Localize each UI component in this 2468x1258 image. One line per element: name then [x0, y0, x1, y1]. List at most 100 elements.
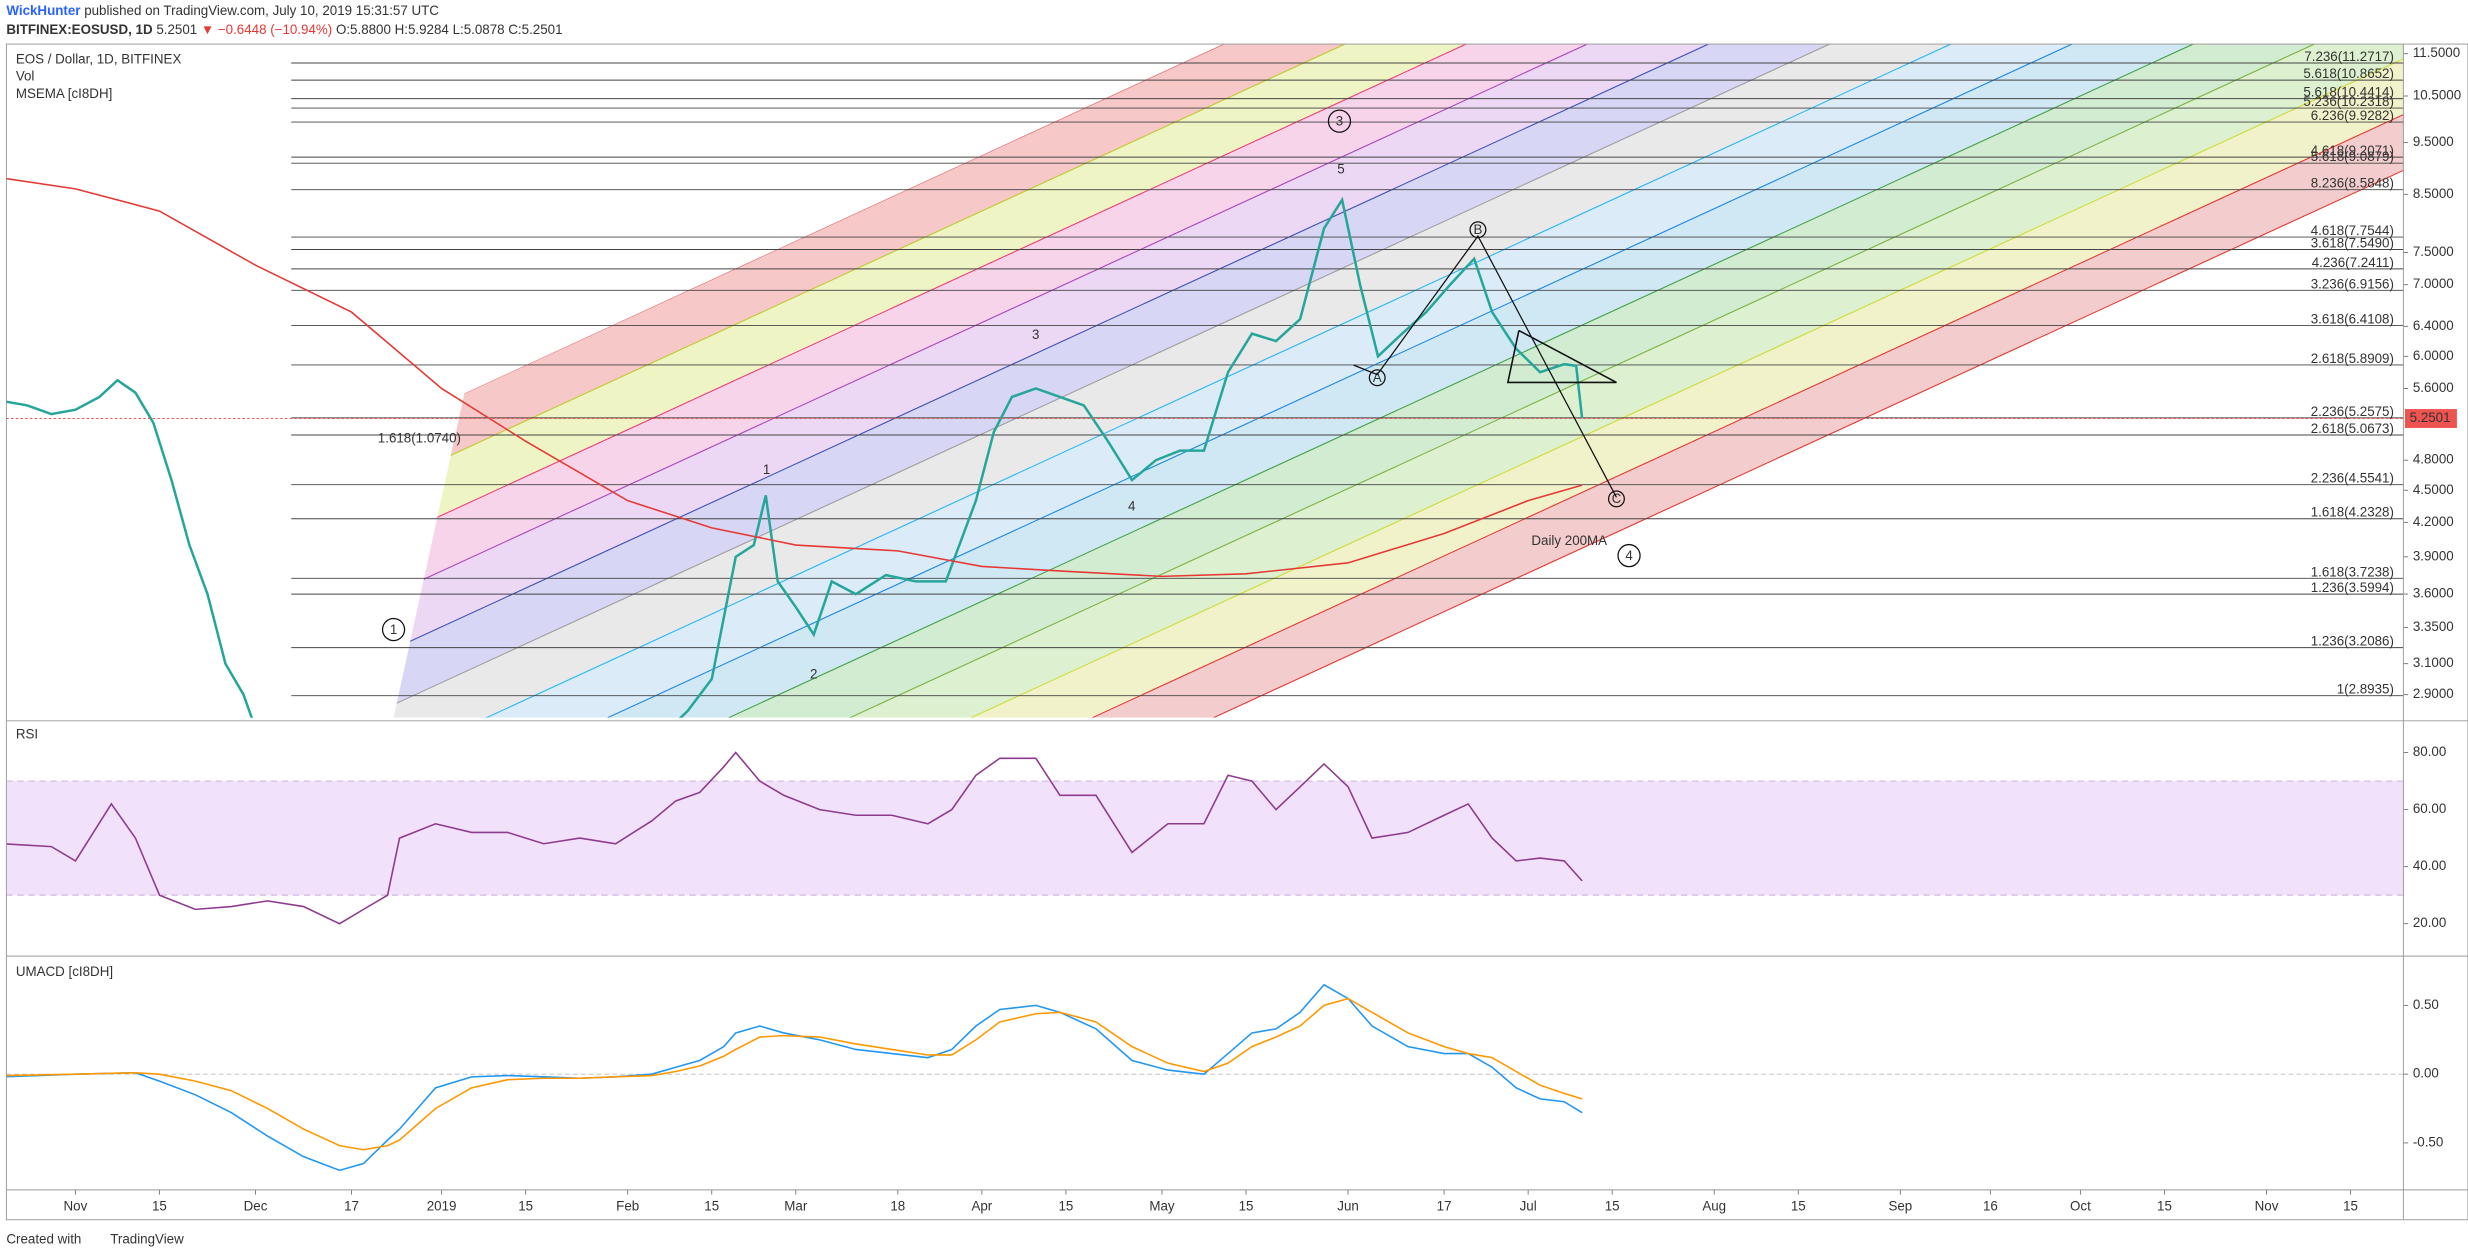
y-tick-label: 0.50	[2413, 997, 2439, 1012]
y-tick-label: -0.50	[2413, 1134, 2443, 1149]
fib-label: 4.618(9.2071)	[2311, 143, 2394, 158]
band	[728, 44, 2315, 718]
x-tick-label: Oct	[2070, 1199, 2091, 1214]
fib-label: 2.618(5.0673)	[2311, 421, 2394, 436]
x-tick-label: Feb	[616, 1199, 639, 1214]
fib-label: 3.618(6.4108)	[2311, 312, 2394, 327]
y-tick-label: 3.3500	[2413, 619, 2454, 634]
series-line	[6, 196, 1584, 718]
band-edge	[1213, 44, 2404, 718]
y-tick-label: 7.5000	[2413, 244, 2454, 259]
series-line	[6, 751, 1583, 925]
band-edge	[849, 44, 2315, 718]
y-tick-label: 6.4000	[2413, 318, 2454, 333]
y-tick-label: 60.00	[2413, 801, 2446, 816]
y-tick-label: 3.9000	[2413, 548, 2454, 563]
x-tick-label: 17	[344, 1199, 359, 1214]
wave-circle	[1327, 109, 1352, 133]
pane-title: RSI	[16, 727, 38, 742]
pane-title: UMACD [cI8DH]	[16, 964, 113, 979]
x-tick-label: 15	[2157, 1199, 2172, 1214]
rsi-band	[6, 781, 2404, 896]
x-tick-label: Jul	[1520, 1199, 1537, 1214]
band	[393, 44, 1467, 718]
y-tick-label: 40.00	[2413, 858, 2446, 873]
fib-label: 1.236(3.2086)	[2311, 634, 2394, 649]
y-tick-label: 3.6000	[2413, 586, 2454, 601]
fib-label: 1(2.8935)	[2337, 682, 2394, 697]
band-edge	[728, 44, 2194, 718]
y-tick-label: 4.2000	[2413, 514, 2454, 529]
band	[849, 44, 2404, 718]
x-tick-label: Apr	[971, 1199, 992, 1214]
fib-label: 5.236(10.2318)	[2303, 94, 2394, 109]
y-tick-label: 9.5000	[2413, 134, 2454, 149]
wave-label: 2	[810, 667, 817, 682]
fib-label: 5.618(9.0879)	[2311, 149, 2394, 164]
band-edge	[393, 44, 1709, 718]
symbol: BITFINEX:EOSUSD, 1D	[6, 21, 153, 36]
triangle	[1506, 329, 1617, 384]
header-line-2: BITFINEX:EOSUSD, 1D 5.2501 ▼ −0.6448 (−1…	[6, 21, 562, 36]
x-tick-label: Mar	[784, 1199, 808, 1214]
series-line	[6, 983, 1583, 1172]
change: ▼ −0.6448 (−10.94%)	[201, 21, 332, 36]
band-edge	[393, 44, 1588, 718]
footer-brand[interactable]: TradingView	[110, 1232, 184, 1247]
fib-label: 1.618(3.7238)	[2311, 564, 2394, 579]
wave-label: 1	[763, 462, 770, 477]
x-tick-label: Nov	[2255, 1199, 2279, 1214]
fib-label: 1.618(4.2328)	[2311, 505, 2394, 520]
series-line	[6, 997, 1583, 1151]
wave-label: B	[1473, 222, 1482, 237]
band-edge	[393, 44, 1830, 718]
fib-label: 2.236(4.5541)	[2311, 471, 2394, 486]
wave-circle	[1617, 543, 1641, 568]
legend-msema: MSEMA [cI8DH]	[16, 86, 113, 101]
wave-label: A	[1373, 370, 1382, 385]
wave-label: 4	[1625, 548, 1633, 563]
band-edge	[1092, 44, 2404, 718]
x-tick-label: 15	[704, 1199, 719, 1214]
footer-created: Created with	[6, 1232, 81, 1247]
y-tick-label: 7.0000	[2413, 276, 2454, 291]
fib-label: 4.618(7.7544)	[2311, 223, 2394, 238]
x-tick-label: 15	[2343, 1199, 2358, 1214]
wave-path	[1353, 234, 1618, 498]
band	[393, 44, 1951, 718]
fib-label: 5.618(10.8652)	[2303, 66, 2394, 81]
wave-label: 1	[390, 622, 397, 637]
series-line	[6, 177, 1583, 578]
y-tick-label: 5.6000	[2413, 380, 2454, 395]
wave-label: 3	[1336, 114, 1343, 129]
ma-annotation: Daily 200MA	[1531, 533, 1607, 548]
band-edge	[393, 44, 1346, 718]
band	[971, 44, 2404, 718]
x-tick-label: 15	[1239, 1199, 1254, 1214]
author[interactable]: WickHunter	[6, 3, 80, 18]
fib-label: 3.236(6.9156)	[2311, 276, 2394, 291]
ohlc: O:5.8800 H:5.9284 L:5.0878 C:5.2501	[336, 21, 563, 36]
y-tick-label: 4.8000	[2413, 452, 2454, 467]
x-tick-label: 15	[1058, 1199, 1073, 1214]
band-edge	[393, 44, 1467, 718]
x-tick-label: Aug	[1702, 1199, 1726, 1214]
legend-vol: Vol	[16, 69, 35, 84]
fib-label: 2.236(5.2575)	[2311, 404, 2394, 419]
chart-layer: 11.5000 10.5000 9.5000 8.5000 7.5000 7.0000 6.…	[6, 45, 2461, 1214]
price: 5.2501	[156, 21, 197, 36]
x-tick-label: 17	[1437, 1199, 1452, 1214]
x-tick-label: Jun	[1337, 1199, 1359, 1214]
fib-annotation: 1.618(1.0740)	[378, 431, 461, 446]
x-tick-label: 15	[518, 1199, 533, 1214]
band-edge	[607, 44, 2073, 718]
x-tick-label: 15	[152, 1199, 167, 1214]
band-edge	[970, 44, 2404, 718]
wave-label: C	[1612, 491, 1622, 506]
x-tick-label: Nov	[64, 1199, 88, 1214]
wave-circle	[381, 617, 406, 642]
y-tick-label: 10.5000	[2413, 88, 2461, 103]
band	[393, 44, 1830, 718]
y-tick-label: 11.5000	[2413, 45, 2460, 60]
